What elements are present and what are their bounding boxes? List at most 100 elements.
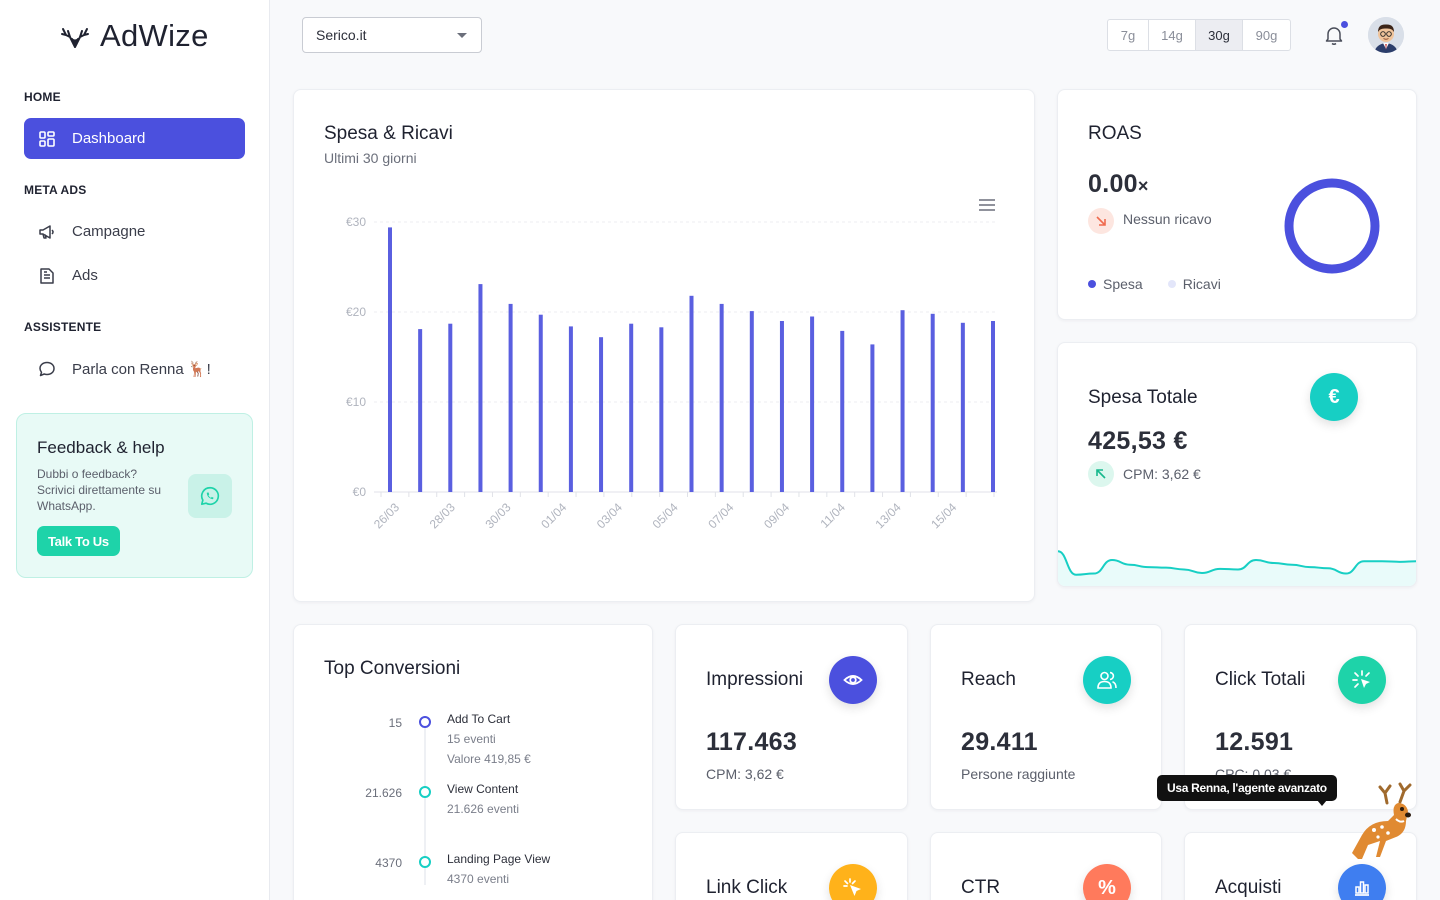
conversion-name: View Content (447, 782, 519, 796)
legend-dot-ricavi (1167, 280, 1176, 288)
avatar[interactable] (1368, 17, 1404, 53)
kpi-value: 12.591 (1215, 728, 1294, 756)
eye-icon (829, 656, 877, 704)
kpi-card-ctr: CTR % (930, 832, 1162, 900)
percent-icon: % (1083, 864, 1131, 900)
chart-bar (930, 313, 935, 492)
kpi-card-click-totali: Click Totali 12.591 CPC: 0,03 € (1184, 624, 1417, 810)
user-avatar-icon (1368, 17, 1404, 53)
section-label-assistente: ASSISTENTE (24, 320, 102, 334)
app-logo[interactable]: AdWize (60, 18, 209, 54)
x-tick-label: 01/04 (538, 500, 569, 531)
bell-icon[interactable] (1322, 23, 1346, 47)
x-tick-label: 28/03 (427, 500, 458, 531)
conversion-extra: Valore 419,85 € (447, 752, 531, 766)
users-icon (1083, 656, 1131, 704)
sidebar-item-campagne[interactable]: Campagne (24, 211, 245, 252)
timeline-line (424, 725, 426, 885)
renna-deer-button[interactable] (1340, 775, 1430, 865)
sparkline-area (1058, 551, 1416, 586)
chart-bar (991, 321, 995, 492)
timeline-dot (419, 786, 431, 798)
feedback-card: Feedback & help Dubbi o feedback? Scrivi… (16, 413, 253, 578)
sparkle-click-icon (1338, 656, 1386, 704)
bar-chart-icon (1338, 864, 1386, 900)
roas-donut (1284, 178, 1380, 274)
users-glyph (1097, 671, 1117, 689)
spesa-totale-card: Spesa Totale € 425,53 € CPM: 3,62 € (1057, 342, 1417, 587)
chart-bar (659, 327, 664, 492)
roas-title: ROAS (1088, 123, 1142, 144)
chart-bar (448, 323, 453, 492)
sidebar-item-ads[interactable]: Ads (24, 255, 245, 296)
chart-bar (629, 323, 634, 492)
kpi-note: Persone raggiunte (961, 766, 1076, 782)
document-icon (40, 267, 54, 284)
conversion-events: 21.626 eventi (447, 802, 520, 816)
chart-bar (388, 227, 392, 492)
notification-dot (1341, 21, 1348, 28)
sidebar-item-label: Parla con Renna 🦌! (72, 360, 211, 378)
trend-down-badge (1088, 208, 1114, 234)
top-conversioni-title: Top Conversioni (324, 658, 461, 679)
chart-bar (900, 310, 905, 492)
chart-bar (508, 303, 513, 492)
roas-card: ROAS 0.00× Nessun ricavo Spesa Ricavi (1057, 89, 1417, 320)
chart-subtitle: Ultimi 30 giorni (324, 150, 417, 166)
x-tick-label: 13/04 (873, 500, 904, 531)
whatsapp-icon (200, 486, 220, 506)
kpi-title: Click Totali (1215, 669, 1306, 690)
chart-bar (689, 295, 694, 492)
legend-dot-spesa (1088, 280, 1096, 288)
roas-donut-ring (1284, 178, 1380, 274)
kpi-value: 29.411 (961, 728, 1038, 756)
chart-bar (779, 321, 784, 492)
sidebar-item-parla-con-renna[interactable]: Parla con Renna 🦌! (24, 348, 245, 389)
sidebar: AdWize HOME Dashboard META ADS Campagne … (0, 0, 270, 900)
megaphone-icon (39, 224, 54, 239)
talk-to-us-button[interactable]: Talk To Us (37, 526, 120, 556)
sparkle-click-glyph (1352, 670, 1370, 688)
bar-chart-glyph (1355, 881, 1369, 896)
kpi-title: Acquisti (1215, 877, 1282, 898)
eye-glyph (843, 675, 863, 685)
kpi-note: CPM: 3,62 € (706, 766, 784, 782)
x-tick-label: 15/04 (928, 500, 959, 531)
chart-menu-icon[interactable] (978, 198, 996, 212)
range-90g-button[interactable]: 90g (1255, 27, 1278, 43)
spesa-ricavi-chart: €0 €10 €20 €30 26/03 28/03 30/03 01/04 03/04 05/0… (346, 215, 997, 531)
chart-bar (840, 330, 845, 492)
spesa-sparkline (1058, 550, 1416, 586)
euro-glyph: € (1328, 385, 1340, 408)
chat-bubble-icon (39, 361, 55, 376)
account-select[interactable]: Serico.it (302, 17, 482, 53)
sidebar-item-label: Dashboard (72, 130, 146, 147)
spesa-totale-note: CPM: 3,62 € (1123, 466, 1201, 482)
timeline-dot (419, 856, 431, 868)
cursor-click-icon (829, 864, 877, 900)
kpi-card-impressioni: Impressioni 117.463 CPM: 3,62 € (675, 624, 908, 810)
sidebar-item-dashboard[interactable]: Dashboard (24, 118, 245, 159)
range-14g-button[interactable]: 14g (1149, 20, 1196, 50)
feedback-title: Feedback & help (37, 438, 165, 457)
y-tick-label: €20 (346, 305, 366, 319)
euro-icon: € (1310, 373, 1358, 421)
date-range-selector: 7g 14g 30g 90g (1107, 19, 1291, 51)
chart-bar (599, 337, 604, 492)
y-tick-label: €0 (353, 485, 367, 499)
whatsapp-button[interactable] (188, 474, 232, 518)
spesa-totale-value: 425,53 € (1088, 427, 1188, 455)
x-tick-label: 05/04 (650, 500, 681, 531)
kpi-card-acquisti: Acquisti (1184, 832, 1417, 900)
kpi-card-reach: Reach 29.411 Persone raggiunte (930, 624, 1162, 810)
kpi-title: Impressioni (706, 669, 804, 690)
kpi-value: 117.463 (706, 728, 798, 756)
app-name: AdWize (100, 18, 209, 53)
chart-bar (568, 326, 573, 492)
chart-bar (538, 314, 543, 492)
x-tick-label: 07/04 (705, 500, 736, 531)
spesa-totale-title: Spesa Totale (1088, 387, 1198, 408)
range-7g-button[interactable]: 7g (1108, 20, 1149, 50)
kpi-card-link-click: Link Click (675, 832, 908, 900)
range-30g-button[interactable]: 30g (1196, 20, 1243, 50)
